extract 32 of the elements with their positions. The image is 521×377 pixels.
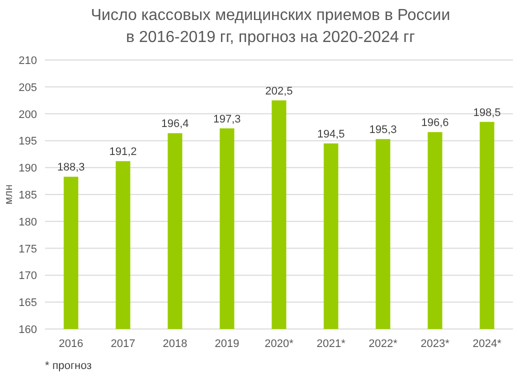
data-label: 198,5	[473, 106, 501, 119]
x-tick-label: 2023*	[420, 338, 450, 350]
y-tick-label: 165	[18, 297, 37, 310]
x-tick-label: 2016	[58, 338, 84, 350]
y-tick-label: 175	[18, 243, 37, 256]
x-tick-label: 2018	[162, 338, 188, 350]
y-tick-label: 160	[18, 324, 37, 336]
y-tick-label: 180	[18, 216, 37, 228]
x-tick-label: 2019	[214, 338, 240, 350]
data-label: 197,3	[213, 113, 241, 126]
y-tick-label: 205	[18, 82, 37, 94]
x-tick-label: 2021*	[316, 338, 346, 350]
data-label: 194,5	[317, 128, 345, 140]
data-label: 191,2	[109, 146, 137, 158]
x-tick-label: 2024*	[472, 338, 502, 350]
y-tick-label: 195	[18, 136, 37, 148]
data-label: 196,4	[161, 118, 189, 130]
y-tick-label: 170	[18, 270, 37, 282]
x-tick-label: 2022*	[368, 338, 398, 350]
data-label: 188,3	[57, 162, 85, 174]
y-tick-label: 190	[18, 162, 37, 175]
data-label: 202,5	[265, 85, 293, 98]
x-tick-label: 2017	[110, 338, 136, 350]
data-label: 195,3	[369, 124, 397, 136]
y-tick-label: 200	[18, 108, 37, 121]
text: * прогноз	[45, 360, 92, 372]
x-tick-label: 2020*	[264, 338, 294, 350]
y-tick-label: 210	[18, 55, 37, 67]
chart-title: Число кассовых медицинских приемов в России в 2016-2019 гг, прогноз на 2020-2024 гг	[90, 7, 450, 46]
y-tick-label: 185	[18, 190, 37, 202]
data-label: 196,6	[421, 117, 449, 130]
y-axis-title: млн	[3, 184, 15, 205]
